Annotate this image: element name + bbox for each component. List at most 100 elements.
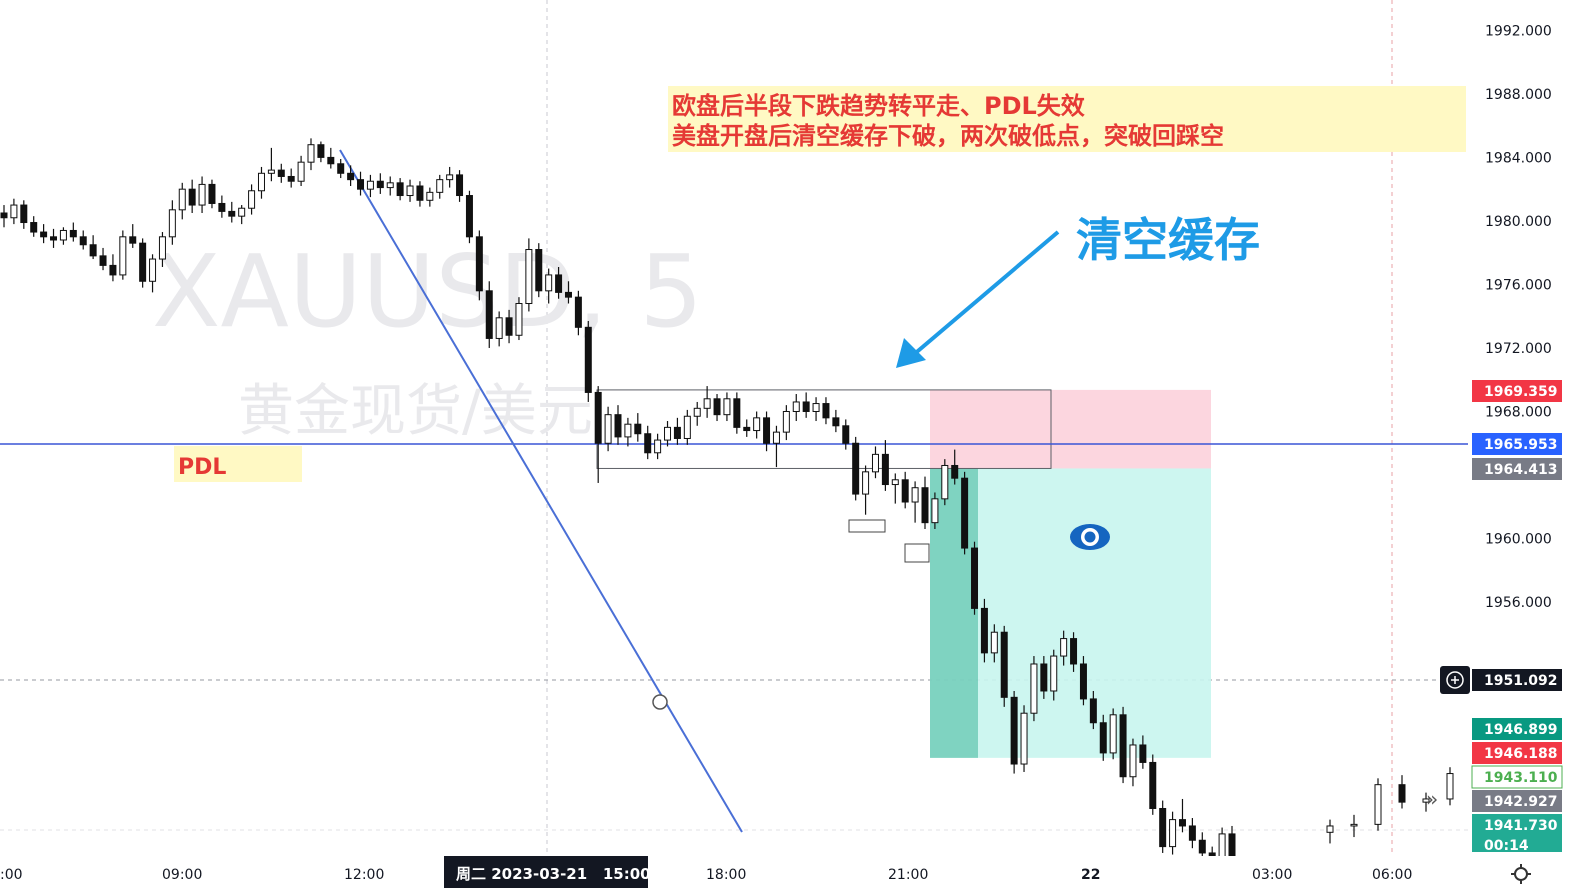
candle-body [713, 398, 721, 416]
candle-body [208, 183, 216, 204]
candle [584, 320, 592, 402]
trend-line[interactable] [339, 149, 743, 833]
candle-body [693, 407, 701, 417]
price-tag-value: 1946.899 [1484, 722, 1558, 738]
price-axis[interactable]: 1992.000 1988.000 1984.000 1980.000 1976.000… [1468, 0, 1572, 856]
candle [317, 141, 325, 163]
candle [1040, 656, 1048, 699]
candle-body [20, 204, 28, 224]
candle [238, 205, 246, 225]
candle-body [644, 433, 652, 454]
candle-body [871, 453, 879, 473]
price-tag-bg [1472, 814, 1562, 852]
callout-arrow [896, 230, 1060, 368]
candle-body [1374, 784, 1382, 825]
candle [931, 492, 939, 530]
double-chevron-right-icon[interactable]: » [1426, 787, 1438, 811]
candle [941, 459, 949, 506]
candle-body [624, 423, 632, 438]
candle-body [862, 471, 870, 495]
price-axis-bg [1468, 0, 1572, 856]
candle-body [1188, 825, 1196, 841]
low-marker-2 [904, 543, 930, 563]
candle-body [1079, 663, 1087, 700]
candle-body [574, 296, 582, 328]
candle [505, 309, 513, 344]
candle-body [1040, 663, 1048, 692]
candle-body [446, 174, 454, 181]
candle [832, 409, 840, 433]
candle [693, 401, 701, 426]
candle-body [604, 414, 612, 444]
candle [1129, 738, 1137, 787]
time-tick-label: 18:00 [706, 867, 746, 883]
candle [1030, 656, 1038, 722]
session-lines [546, 0, 1393, 855]
candle [188, 179, 196, 213]
time-cursor-text: 周二 2023-03-21 15:00 [456, 865, 651, 883]
candles [0, 138, 1454, 865]
candle [713, 394, 721, 422]
candle [1109, 708, 1117, 760]
candle-body [634, 423, 642, 435]
time-tick-label: :00 [0, 867, 23, 883]
plus-circle-icon[interactable] [1440, 666, 1470, 694]
candle-body [327, 156, 335, 165]
candle [1374, 778, 1382, 831]
candle-body [248, 190, 256, 209]
price-tag: 1965.953 [1472, 433, 1562, 455]
candle-body [822, 403, 830, 419]
candle [1326, 819, 1334, 844]
candle [337, 159, 345, 179]
candle [307, 138, 315, 171]
candle [782, 405, 790, 441]
candle [267, 147, 275, 182]
candle-body [1350, 823, 1358, 827]
price-tick-label: 1968.000 [1485, 404, 1552, 420]
gear-icon[interactable] [1511, 864, 1531, 884]
candle [0, 205, 8, 228]
eye-icon[interactable] [1070, 524, 1110, 550]
candle [951, 449, 959, 485]
short-position-tool[interactable] [930, 389, 1211, 758]
candle-body [297, 161, 305, 182]
candle [802, 392, 810, 418]
candle-body [40, 231, 48, 238]
candle [733, 392, 741, 434]
candle-body [238, 207, 246, 217]
candle-body [218, 202, 226, 212]
candle-body [366, 180, 374, 190]
price-tags: 1969.359 1965.953 1964.413 1951.092 1946.899… [1471, 380, 1563, 854]
circle-handle-icon[interactable] [652, 694, 668, 710]
price-tag-value: 1946.188 [1484, 746, 1558, 762]
candle-body [386, 182, 394, 189]
candle-body [525, 249, 533, 305]
candle [30, 216, 38, 237]
candle-body [1218, 833, 1226, 859]
time-axis-bg [0, 856, 1572, 888]
price-tag-value: 1941.730 [1484, 818, 1558, 834]
price-tick-label: 1976.000 [1485, 277, 1552, 293]
price-tick-label: 1972.000 [1485, 341, 1552, 357]
candle-body [465, 195, 473, 238]
candle-body [1149, 761, 1157, 809]
candle [1079, 656, 1087, 706]
candle [1000, 625, 1008, 707]
time-axis[interactable]: :00 09:00 12:00 18:00 21:00 22 03:00 06:00 [0, 856, 1572, 888]
symbol-watermark: XAUUSD, 5 [152, 233, 703, 350]
candle-body [792, 401, 800, 412]
candle [1422, 792, 1430, 812]
candle-body [99, 255, 107, 266]
candle-body [673, 426, 681, 439]
candle-body [515, 303, 523, 336]
candle [257, 166, 265, 199]
candle-body [436, 179, 444, 193]
candle-body [1139, 744, 1147, 763]
candle-body [1030, 663, 1038, 714]
candle-body [703, 398, 711, 409]
candle [1139, 735, 1147, 769]
price-tick-label: 1984.000 [1485, 150, 1552, 166]
time-cursor-label: 周二 2023-03-21 15:00 [444, 856, 651, 888]
candle [287, 168, 295, 188]
